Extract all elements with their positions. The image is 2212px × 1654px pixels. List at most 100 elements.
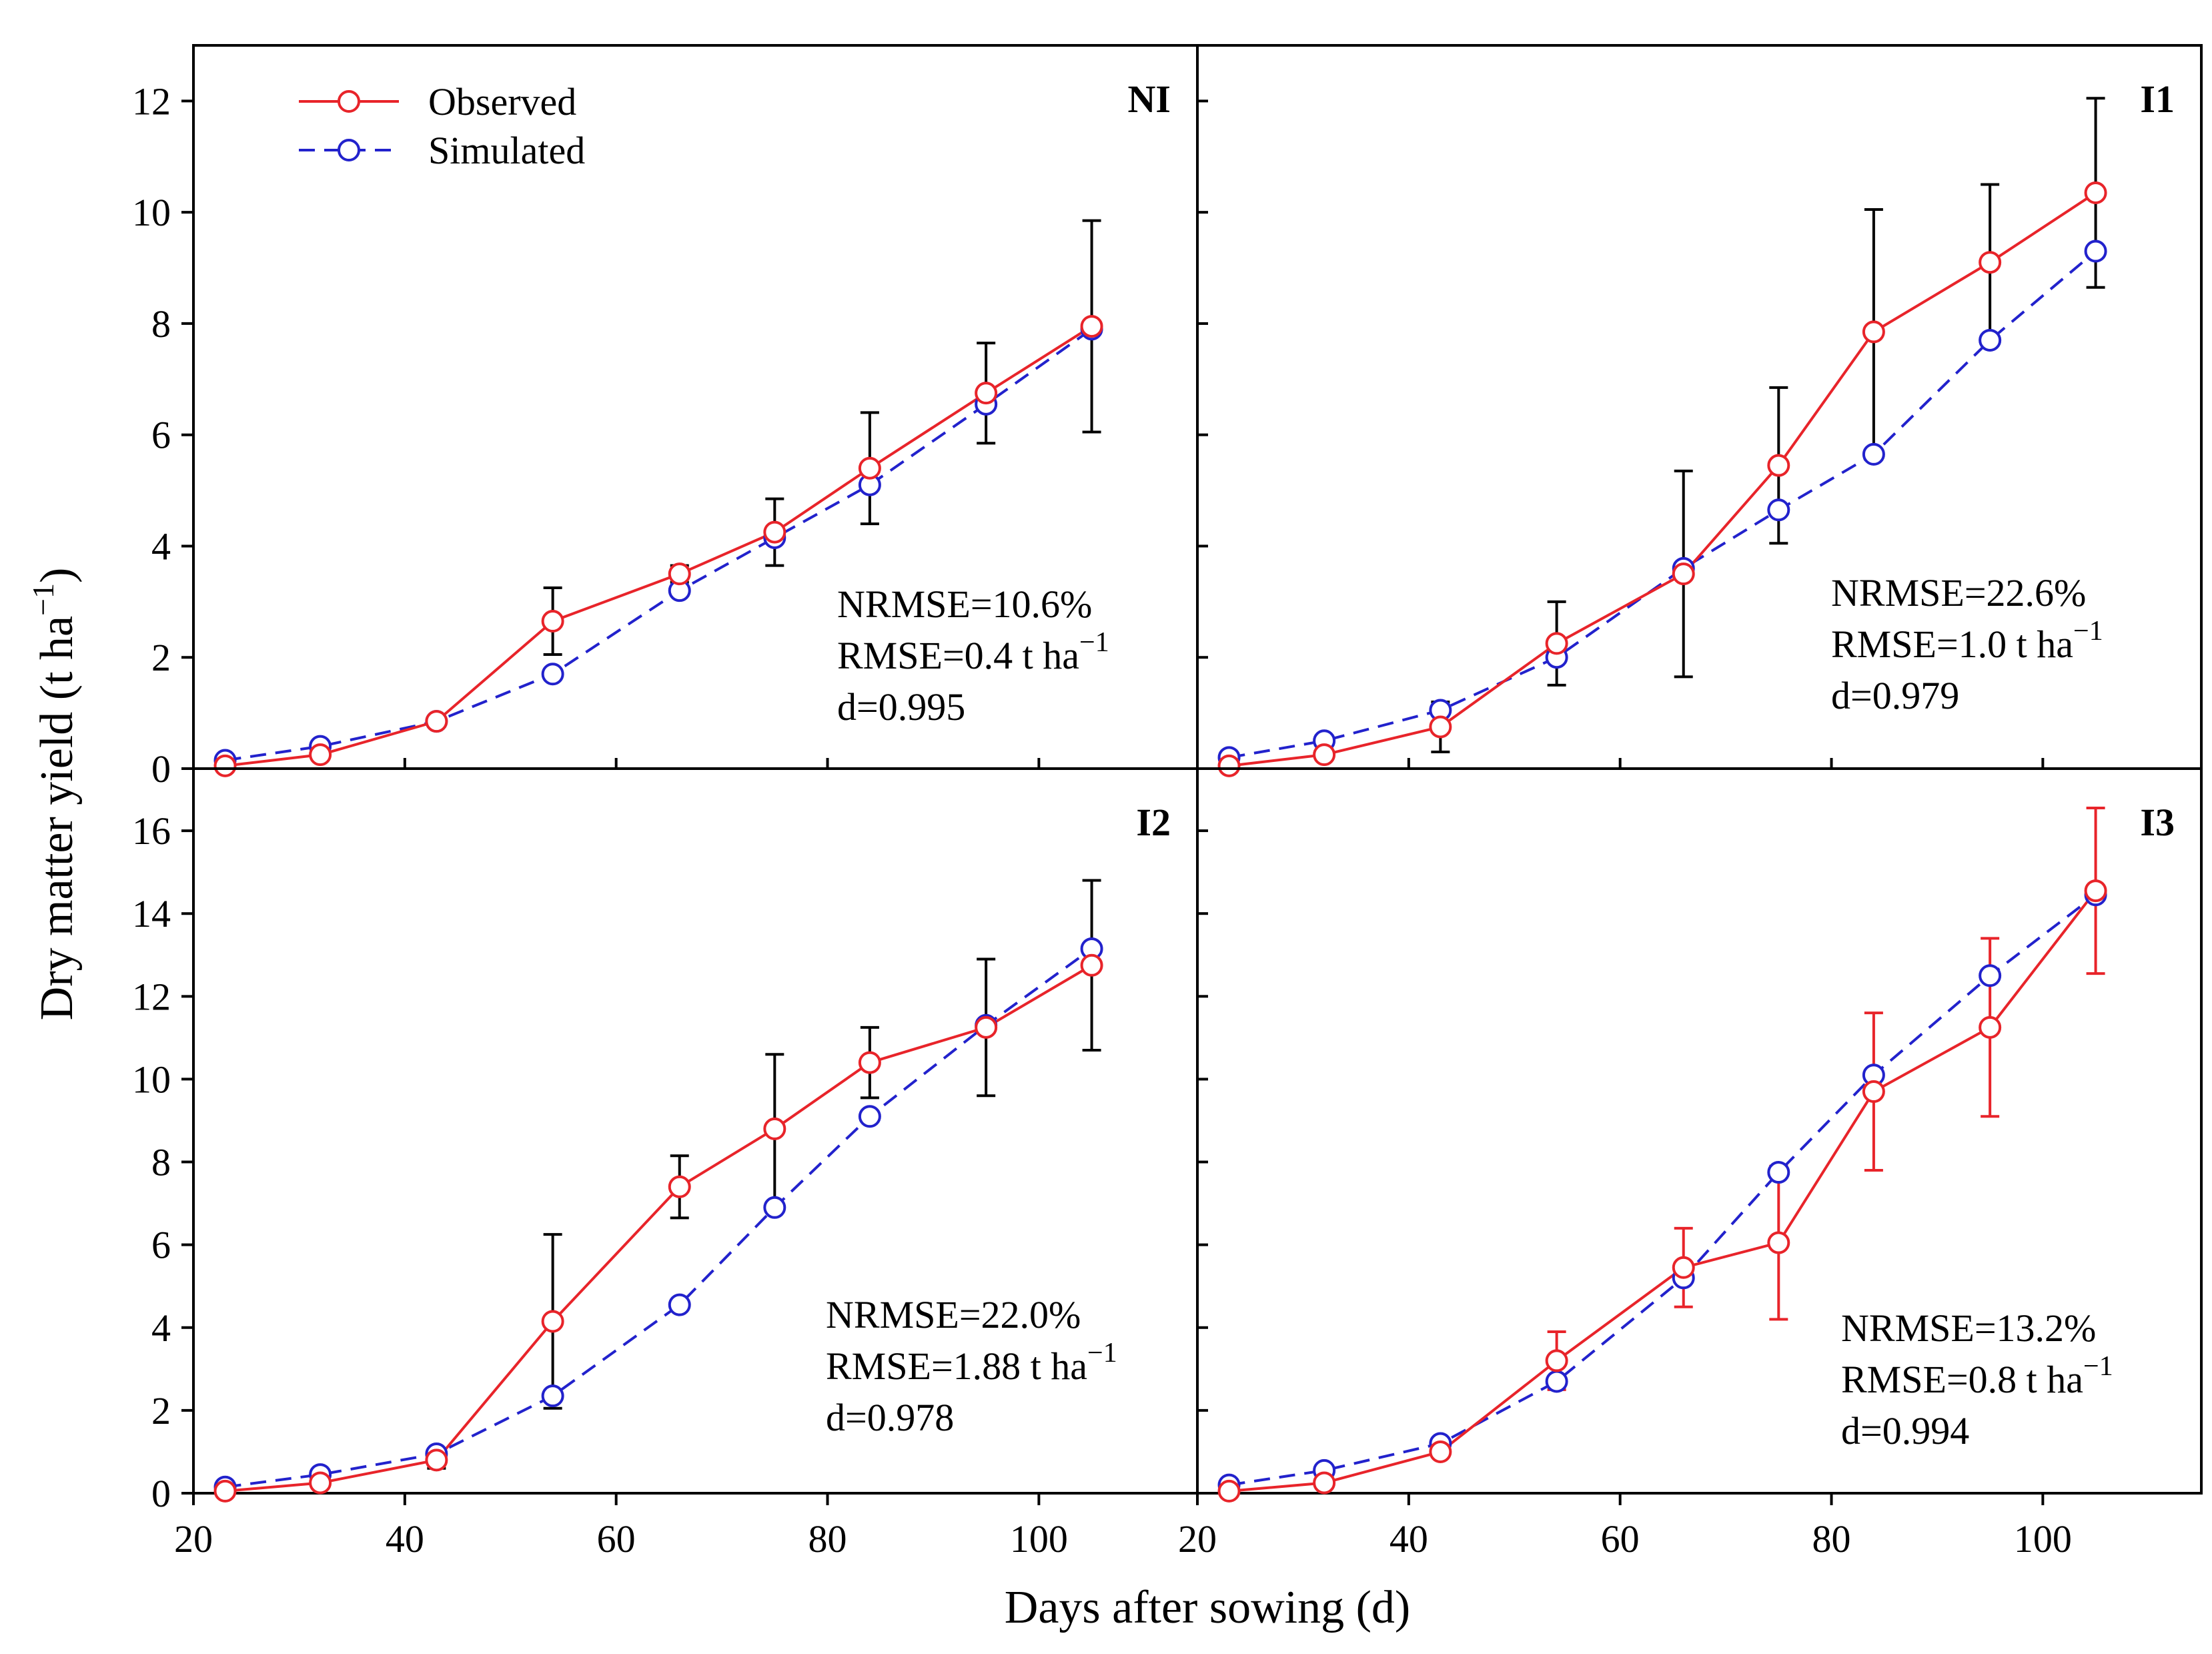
observed-point-i1	[1217, 754, 1241, 777]
stat-rmse-i3: RMSE=0.8 t ha−1	[1841, 1351, 2113, 1401]
x-tick-label-i2: 80	[808, 1517, 847, 1561]
x-tick-label-i3: 60	[1601, 1517, 1640, 1561]
observed-point-i1	[1313, 743, 1336, 767]
simulated-point-i2	[858, 1105, 881, 1128]
y-tick-label-ni: 12	[132, 79, 171, 123]
simulated-point-i2	[541, 1384, 564, 1408]
observed-point-i1	[1979, 251, 2002, 274]
simulated-point-ni	[541, 663, 564, 686]
y-tick-label-ni: 8	[151, 302, 171, 346]
observed-point-ni	[975, 382, 998, 405]
stat-rmse-exponent-ni: −1	[1079, 627, 1109, 658]
observed-point-ni	[309, 743, 332, 767]
stat-nrmse-i3: NRMSE=13.2%	[1841, 1306, 2096, 1350]
stat-nrmse-i2: NRMSE=22.0%	[826, 1293, 1081, 1336]
observed-point-i3	[1545, 1349, 1568, 1372]
observed-point-i2	[309, 1471, 332, 1495]
x-axis-label: Days after sowing (d)	[1005, 1582, 1410, 1633]
observed-point-i1	[1545, 632, 1568, 655]
observed-point-i1	[1862, 320, 1885, 344]
y-tick-label-ni: 2	[151, 636, 171, 679]
simulated-point-i3	[1979, 964, 2002, 987]
y-tick-label-ni: 0	[151, 747, 171, 791]
stat-nrmse-i1: NRMSE=22.6%	[1831, 571, 2086, 614]
y-tick-label-i2: 10	[132, 1058, 171, 1101]
stat-d-i2: d=0.978	[826, 1396, 954, 1439]
stat-rmse-i1: RMSE=1.0 t ha−1	[1831, 616, 2103, 666]
legend: Observed Simulated	[299, 80, 585, 172]
stat-rmse-ni: RMSE=0.4 t ha−1	[837, 627, 1109, 677]
panel-frame-i3	[1196, 767, 2203, 1495]
x-tick-label-i3: 80	[1812, 1517, 1851, 1561]
panel-label-i1: I1	[2140, 77, 2175, 121]
x-tick-label-i2: 60	[597, 1517, 636, 1561]
panel-label-i3: I3	[2140, 801, 2175, 844]
observed-point-i1	[1672, 562, 1695, 586]
legend-observed-marker	[338, 90, 360, 113]
y-tick-label-ni: 6	[151, 414, 171, 457]
simulated-point-i1	[1767, 498, 1790, 522]
x-tick-label-i2: 100	[1010, 1517, 1068, 1561]
y-axis-label-close: )	[31, 568, 83, 583]
observed-point-i3	[1313, 1471, 1336, 1495]
observed-point-ni	[541, 610, 564, 633]
simulated-point-i1	[2084, 240, 2107, 263]
stat-d-ni: d=0.995	[837, 685, 965, 729]
observed-point-i2	[975, 1015, 998, 1039]
observed-point-i2	[668, 1175, 691, 1198]
y-tick-label-i2: 12	[132, 975, 171, 1018]
observed-point-ni	[668, 562, 691, 586]
observed-point-i2	[425, 1449, 448, 1472]
x-tick-label-i2: 20	[174, 1517, 213, 1561]
observed-point-i3	[1217, 1479, 1241, 1503]
x-tick-label-i3: 40	[1390, 1517, 1428, 1561]
observed-point-i1	[2084, 181, 2107, 204]
observed-point-i1	[1767, 454, 1790, 477]
observed-point-i2	[858, 1051, 881, 1074]
stat-rmse-exponent-i3: −1	[2083, 1351, 2113, 1382]
simulated-point-i3	[1767, 1161, 1790, 1184]
panel-label-ni: NI	[1128, 77, 1171, 121]
simulated-point-i1	[1862, 442, 1885, 466]
legend-simulated-marker	[338, 139, 360, 161]
simulated-point-i2	[668, 1293, 691, 1316]
stat-rmse-value-i3: RMSE=0.8 t ha	[1841, 1358, 2083, 1401]
y-tick-label-ni: 10	[132, 191, 171, 234]
axis-titles: Days after sowing (d) Dry matter yield (…	[26, 568, 1410, 1633]
observed-point-i2	[763, 1117, 786, 1140]
observed-point-i3	[1979, 1015, 2002, 1039]
y-tick-label-i2: 6	[151, 1224, 171, 1267]
simulated-point-i3	[1545, 1370, 1568, 1393]
observed-point-ni	[1080, 315, 1103, 338]
panel-label-i2: I2	[1136, 801, 1171, 844]
y-tick-label-i2: 14	[132, 892, 171, 935]
y-tick-label-i2: 8	[151, 1141, 171, 1184]
x-tick-label-i3: 100	[2014, 1517, 2072, 1561]
x-tick-label-i3: 20	[1178, 1517, 1217, 1561]
y-tick-label-i2: 2	[151, 1389, 171, 1432]
observed-point-i2	[541, 1310, 564, 1333]
stat-rmse-value-i2: RMSE=1.88 t ha	[826, 1344, 1087, 1388]
y-axis-label: Dry matter yield (t ha−1)	[26, 568, 83, 1021]
simulated-point-i1	[1979, 328, 2002, 352]
observed-point-i2	[213, 1479, 237, 1503]
y-axis-label-base: Dry matter yield (t ha	[31, 616, 83, 1020]
simulated-point-i2	[763, 1196, 786, 1219]
y-tick-label-i2: 4	[151, 1306, 171, 1350]
x-tick-label-i2: 40	[386, 1517, 424, 1561]
stat-rmse-i2: RMSE=1.88 t ha−1	[826, 1338, 1117, 1388]
observed-point-i1	[1429, 715, 1452, 739]
stat-rmse-value-i1: RMSE=1.0 t ha	[1831, 623, 2073, 666]
legend-observed-label: Observed	[428, 80, 576, 123]
y-axis-label-exponent: −1	[26, 583, 60, 616]
observed-point-i3	[2084, 879, 2107, 903]
observed-point-ni	[425, 710, 448, 733]
simulated-line-i1	[1229, 250, 2097, 759]
observed-point-ni	[213, 754, 237, 777]
